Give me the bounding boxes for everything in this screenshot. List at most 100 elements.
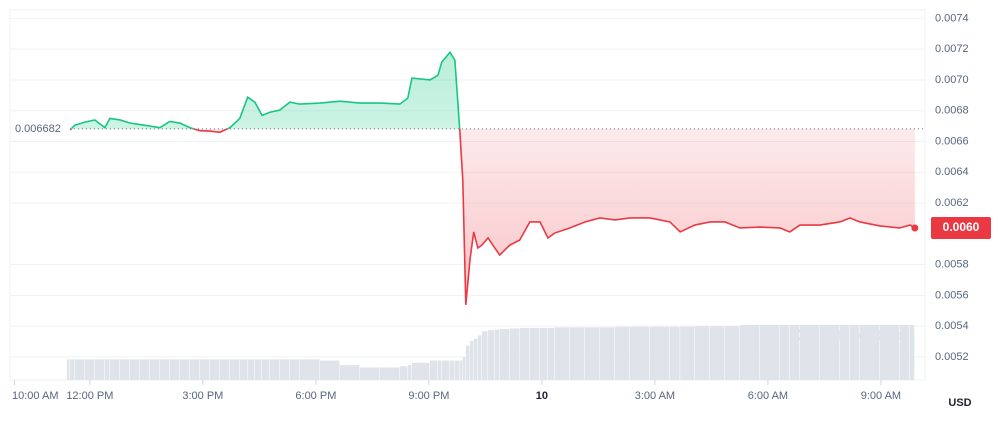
volume-bar (320, 360, 340, 380)
price-line-up (69, 50, 461, 129)
baseline-label: 0.006682 (15, 123, 61, 135)
y-tick-label: 0.0064 (935, 166, 969, 178)
volume-bar (789, 325, 800, 380)
volume-bar (879, 325, 900, 380)
volume-bar (477, 335, 482, 380)
price-line-down (69, 128, 916, 305)
y-tick-label: 0.0070 (935, 74, 969, 86)
volume-bar (839, 325, 850, 380)
volume-bar (630, 326, 650, 380)
volume-bar (239, 359, 248, 380)
volume-bar (529, 327, 540, 380)
volume-bar (379, 367, 400, 380)
x-tick-label: 9:00 PM (408, 390, 449, 402)
volume-bar (269, 359, 280, 380)
volume-bar (247, 359, 255, 380)
volume-bar (540, 327, 548, 380)
y-tick-label: 0.0066 (935, 135, 969, 147)
volume-bar (189, 359, 200, 380)
volume-bar (462, 357, 466, 380)
volume-bar (430, 360, 438, 380)
volume-bar (94, 359, 105, 380)
volume-bar (519, 327, 530, 380)
x-tick-label: 9:00 AM (861, 390, 901, 402)
volume-bar (459, 360, 463, 380)
volume-bar (104, 359, 110, 380)
volume-bar (694, 326, 710, 380)
volume-bar (199, 359, 210, 380)
volume-bar (709, 326, 725, 380)
volume-bar (159, 359, 170, 380)
x-tick-label: 10 (536, 390, 548, 402)
y-tick-label: 0.0052 (935, 351, 969, 363)
y-tick-label: 0.0058 (935, 258, 969, 270)
y-tick-label: 0.0054 (935, 320, 969, 332)
volume-bar (339, 365, 360, 380)
x-tick-label: 10:00 AM (12, 390, 58, 402)
volume-bar (74, 359, 85, 380)
volume-bar (859, 325, 880, 380)
volume-bar (179, 359, 190, 380)
volume-bar (569, 327, 585, 380)
volume-bar (494, 329, 500, 380)
volume-bar (407, 365, 412, 380)
y-tick-label: 0.0062 (935, 197, 969, 209)
volume-bar (399, 366, 408, 380)
y-unit: USD (948, 397, 971, 409)
volume-bar (441, 360, 450, 380)
volume-bar (84, 359, 95, 380)
y-tick-label: 0.0056 (935, 289, 969, 301)
volume-bar (69, 359, 75, 380)
volume-bar (554, 327, 570, 380)
volume-bar (66, 359, 70, 380)
volume-bar (229, 359, 240, 380)
volume-bar (169, 359, 180, 380)
volume-bar (262, 359, 270, 380)
area-up (71, 52, 460, 129)
volume-bar (139, 359, 150, 380)
y-tick-label: 0.0074 (935, 12, 969, 24)
volume-bar (799, 325, 820, 380)
volume-bar (899, 325, 910, 380)
volume-bar (669, 326, 680, 380)
last-label: 0.0060 (943, 220, 980, 234)
volume-bar (129, 359, 140, 380)
volume-bar (465, 345, 470, 380)
last-label-bg (931, 216, 991, 239)
x-tick-label: 6:00 AM (748, 390, 788, 402)
x-tick-label: 12:00 PM (66, 390, 113, 402)
last-point (911, 224, 919, 232)
y-tick-label: 0.0072 (935, 43, 969, 55)
volume-bar (599, 327, 615, 380)
baseline-label-bg (12, 120, 70, 137)
volume-bar (210, 359, 220, 380)
volume-bar (509, 328, 520, 380)
volume-bar (119, 359, 130, 380)
x-tick-label: 6:00 PM (295, 390, 336, 402)
volume-bar (482, 331, 488, 380)
x-tick-label: 3:00 AM (635, 390, 675, 402)
volume-bar (724, 326, 740, 380)
volume-bar (488, 330, 495, 380)
y-tick-label: 0.0068 (935, 105, 969, 117)
volume-bar (254, 359, 262, 380)
volume-bar (819, 325, 840, 380)
volume-bar (454, 360, 460, 380)
volume-bar (289, 359, 300, 380)
x-tick-label: 3:00 PM (182, 390, 223, 402)
volume-bar (680, 326, 695, 380)
volume-bar (449, 360, 455, 380)
volume-bar (584, 327, 600, 380)
volume-bar (149, 359, 160, 380)
volume-bar (437, 360, 442, 380)
volume-bar (299, 359, 320, 380)
volume-bar (411, 362, 430, 380)
volume-bar (547, 327, 555, 380)
volume-bar (469, 341, 474, 380)
volume-bar (850, 325, 860, 380)
volume-bar (109, 359, 120, 380)
volume-bar (740, 325, 760, 380)
volume-bar (473, 338, 478, 380)
